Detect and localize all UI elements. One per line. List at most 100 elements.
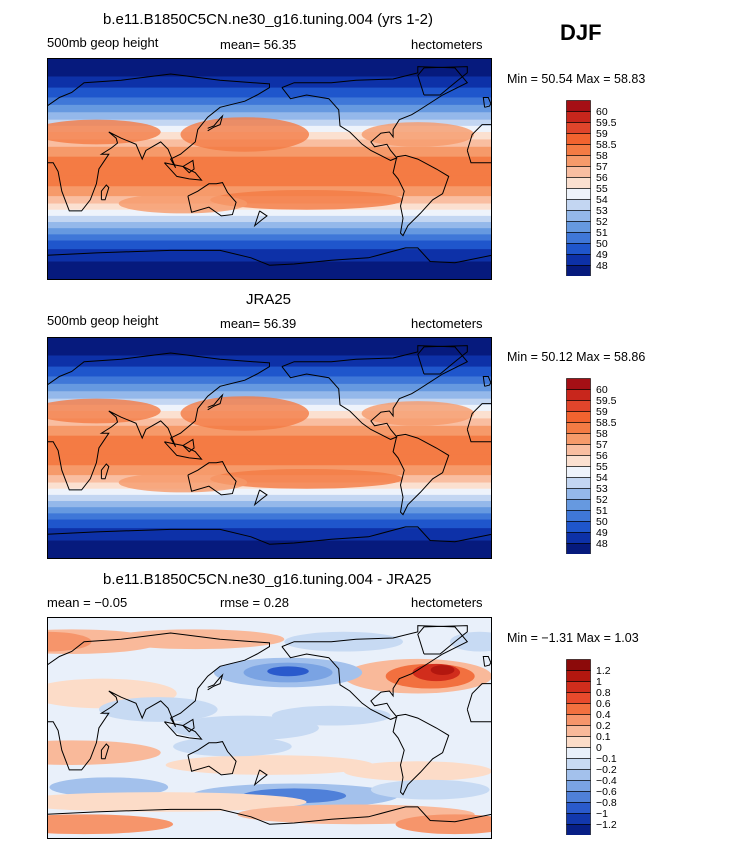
colorbar-box-15 [566, 543, 591, 554]
colorbar-label-2: 0.8 [596, 687, 611, 699]
panel1-units-label: hectometers [411, 37, 483, 52]
panel3-minmax: Min = −1.31 Max = 1.03 [507, 631, 639, 645]
coastline-10 [466, 403, 492, 443]
panel3-map [47, 617, 492, 839]
colorbar-box-11 [566, 221, 591, 233]
colorbar-box-14 [566, 254, 591, 266]
colorbar-label-14: −1.2 [596, 819, 617, 831]
colorbar-box-4 [566, 422, 591, 434]
coastline-6 [253, 489, 268, 507]
band-20 [47, 234, 492, 242]
coastline-8 [417, 66, 468, 96]
band-19 [47, 228, 492, 235]
coastline-6 [253, 769, 268, 787]
band-16 [47, 209, 492, 217]
diff-blob-9 [47, 631, 92, 652]
colorbar-box-6 [566, 725, 591, 737]
colorbar-box-7 [566, 455, 591, 467]
colorbar-label-11: 51 [596, 505, 608, 517]
colorbar-box-8 [566, 188, 591, 200]
field-bands [47, 58, 492, 280]
anomaly-4 [118, 472, 248, 493]
colorbar-label-1: 1 [596, 676, 602, 688]
panel1-map [47, 58, 492, 280]
band-19 [47, 507, 492, 514]
diff-blob-13 [47, 740, 161, 765]
coastline-4 [182, 718, 195, 733]
diff-blob-25 [170, 715, 319, 741]
coastline-10 [466, 683, 492, 723]
coastlines [47, 625, 492, 825]
band-22 [47, 249, 492, 262]
coastline-4 [182, 159, 195, 174]
coastline-8 [417, 345, 468, 375]
colorbar-label-9: −0.2 [596, 764, 617, 776]
band-23 [47, 540, 492, 559]
anomaly-3 [210, 468, 403, 489]
colorbar-label-3: 58.5 [596, 139, 617, 151]
coastline-2 [100, 743, 110, 760]
colorbar-box-15 [566, 824, 591, 835]
coastline-0 [47, 352, 270, 491]
diff-blob-26 [271, 705, 391, 726]
colorbar-box-11 [566, 499, 591, 511]
band-5 [47, 112, 492, 121]
colorbar-box-3 [566, 692, 591, 704]
colorbar-label-6: 0.1 [596, 731, 611, 743]
colorbar-box-13 [566, 802, 591, 814]
colorbar-label-4: 58 [596, 150, 608, 162]
colorbar-box-6 [566, 166, 591, 178]
coastline-7 [281, 345, 469, 440]
anomaly-1 [361, 122, 475, 147]
panel1-minmax: Min = 50.54 Max = 58.83 [507, 72, 646, 86]
colorbar-box-2 [566, 122, 591, 134]
colorbar-label-7: 0 [596, 742, 602, 754]
coastline-11 [482, 656, 492, 667]
colorbar-box-8 [566, 747, 591, 759]
colorbar-label-13: 49 [596, 527, 608, 539]
coastline-4 [182, 438, 195, 453]
colorbar-box-4 [566, 703, 591, 715]
coastline-10 [466, 124, 492, 164]
colorbar-box-2 [566, 400, 591, 412]
colorbar-label-4: 0.4 [596, 709, 611, 721]
band-10 [47, 425, 492, 437]
coastline-8 [417, 625, 468, 655]
panel3-colorbar: 1.210.80.60.40.20.10−0.1−0.2−0.4−0.6−0.8… [566, 659, 617, 835]
colorbar-box-14 [566, 532, 591, 544]
colorbar-label-12: 50 [596, 516, 608, 528]
map-frame [47, 617, 492, 839]
diff-blob-14 [165, 755, 374, 775]
anomaly-1 [361, 401, 475, 426]
band-3 [47, 97, 492, 106]
band-21 [47, 519, 492, 529]
colorbar-box-0 [566, 659, 591, 671]
colorbar-label-6: 56 [596, 172, 608, 184]
band-17 [47, 215, 492, 223]
band-18 [47, 501, 492, 508]
coastline-1 [187, 741, 237, 776]
colorbar-box-9 [566, 477, 591, 489]
coastline-12 [47, 247, 492, 266]
coastline-7 [281, 66, 469, 161]
panel3-title: b.e11.B1850C5CN.ne30_g16.tuning.004 - JR… [103, 571, 432, 588]
colorbar-box-1 [566, 111, 591, 123]
colorbar-label-11: 51 [596, 227, 608, 239]
anomaly-4 [118, 193, 248, 214]
panel2-variable-label: 500mb geop height [47, 313, 159, 328]
colorbar-box-13 [566, 521, 591, 533]
colorbar-box-12 [566, 510, 591, 522]
panel2-units-label: hectometers [411, 316, 483, 331]
coastline-3 [164, 721, 203, 740]
colorbar-box-9 [566, 758, 591, 770]
coastline-3 [164, 162, 203, 181]
panel1-variable-label: 500mb geop height [47, 35, 159, 50]
band-4 [47, 383, 492, 392]
coastline-9 [392, 433, 450, 516]
colorbar-box-10 [566, 210, 591, 222]
band-20 [47, 513, 492, 521]
colorbar-box-3 [566, 411, 591, 423]
panel2-mean-label: mean= 56.39 [220, 316, 297, 331]
colorbar-label-8: 54 [596, 472, 608, 484]
colorbar-box-7 [566, 736, 591, 748]
